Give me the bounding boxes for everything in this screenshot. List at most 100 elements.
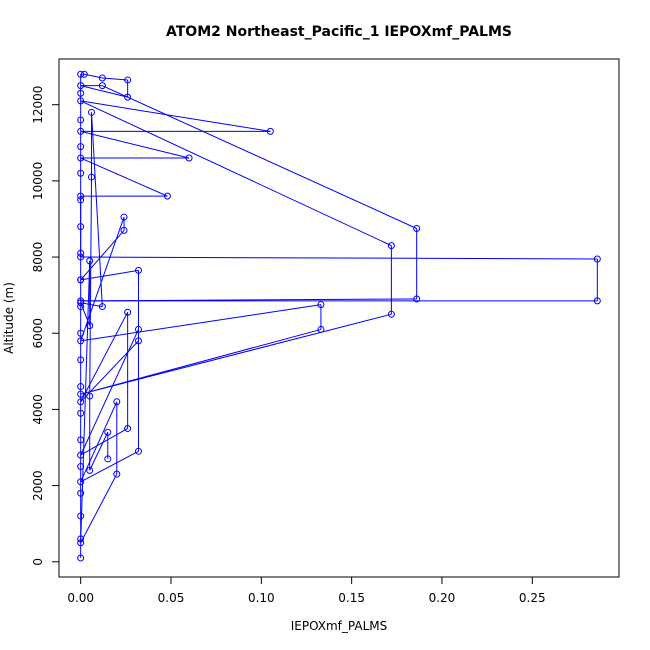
y-tick-label: 0 [31,558,45,566]
y-tick-label: 6000 [31,318,45,349]
data-point [77,192,85,200]
series-line-segment [80,230,125,281]
series-line-segment [80,450,139,483]
series-line-segment [80,428,128,456]
series-line-segment [80,100,271,132]
x-tick-label: 0.10 [248,591,275,605]
data-point [413,295,421,303]
data-point [77,70,85,78]
data-point [317,301,325,309]
data-point [77,451,85,459]
data-point [124,76,132,84]
data-point [77,276,85,284]
data-point [77,337,85,345]
y-tick-label: 10000 [31,162,45,200]
series-line-segment [80,401,118,482]
series-line-segment [80,157,168,197]
y-tick-label: 2000 [31,470,45,501]
series-line-segment [80,312,129,403]
data-point [88,173,96,181]
data-point [387,310,395,318]
data-point [120,213,128,221]
data-point [77,154,85,162]
data-point [77,489,85,497]
series-line-segment [80,256,598,260]
series-line-segment [80,130,190,159]
chart-title: ATOM2 Northeast_Pacific_1 IEPOXmf_PALMS [166,24,512,40]
data-point [266,127,274,135]
series-line-segment [80,313,392,395]
data-point [88,108,96,116]
x-tick-label: 0.00 [67,591,94,605]
series-line-segment [80,302,103,308]
data-point [77,535,85,543]
data-point [124,424,132,432]
series-line-segment [80,85,128,98]
data-point [77,436,85,444]
y-tick-label: 8000 [31,242,45,273]
data-point [77,329,85,337]
data-point [387,242,395,250]
data-point [113,470,121,478]
data-point [86,466,94,474]
data-point [86,322,94,330]
x-tick-label: 0.25 [519,591,546,605]
series-line-segment [102,85,417,229]
data-point [593,255,601,263]
data-point [86,392,94,400]
data-point [77,539,85,547]
series-line-segment [80,473,118,543]
data-point [77,116,85,124]
series-line-segment [89,177,93,397]
data-point [77,409,85,417]
data-point [113,398,121,406]
series-line-segment [80,100,392,247]
data-point [185,154,193,162]
series-line-segment [89,432,109,471]
data-point [77,297,85,305]
data-point [80,70,88,78]
x-tick-label: 0.15 [338,591,365,605]
series-layer [77,70,601,562]
data-point [77,390,85,398]
series-line-segment [80,304,322,342]
data-point [77,398,85,406]
data-point [77,89,85,97]
data-point [77,196,85,204]
data-point [98,82,106,90]
data-point [124,93,132,101]
series-line-segment [102,77,128,81]
data-point [134,266,142,274]
data-point [134,325,142,333]
data-point [77,143,85,151]
data-point [98,74,106,82]
data-point [77,169,85,177]
data-point [593,297,601,305]
data-point [77,127,85,135]
data-point [134,447,142,455]
y-tick-label: 4000 [31,394,45,425]
data-point [104,455,112,463]
data-point [77,356,85,364]
data-point [124,308,132,316]
data-point [77,478,85,486]
data-point [77,223,85,231]
series-line-segment [91,112,103,307]
series-line-segment [80,302,91,326]
data-point [134,337,142,345]
x-axis: 0.00 0.05 0.10 0.15 0.20 0.25 [67,576,546,605]
data-point [77,383,85,391]
data-point [77,97,85,105]
data-point [120,226,128,234]
data-point [104,428,112,436]
data-point [77,463,85,471]
data-point [86,257,94,265]
y-axis: 0 2000 4000 6000 8000 10000 12000 [31,86,60,566]
series-line-segment [80,329,139,456]
data-point [77,249,85,257]
y-axis-label: Altitude (m) [2,282,16,354]
data-point [77,299,85,307]
data-point [77,554,85,562]
data-point [413,224,421,232]
